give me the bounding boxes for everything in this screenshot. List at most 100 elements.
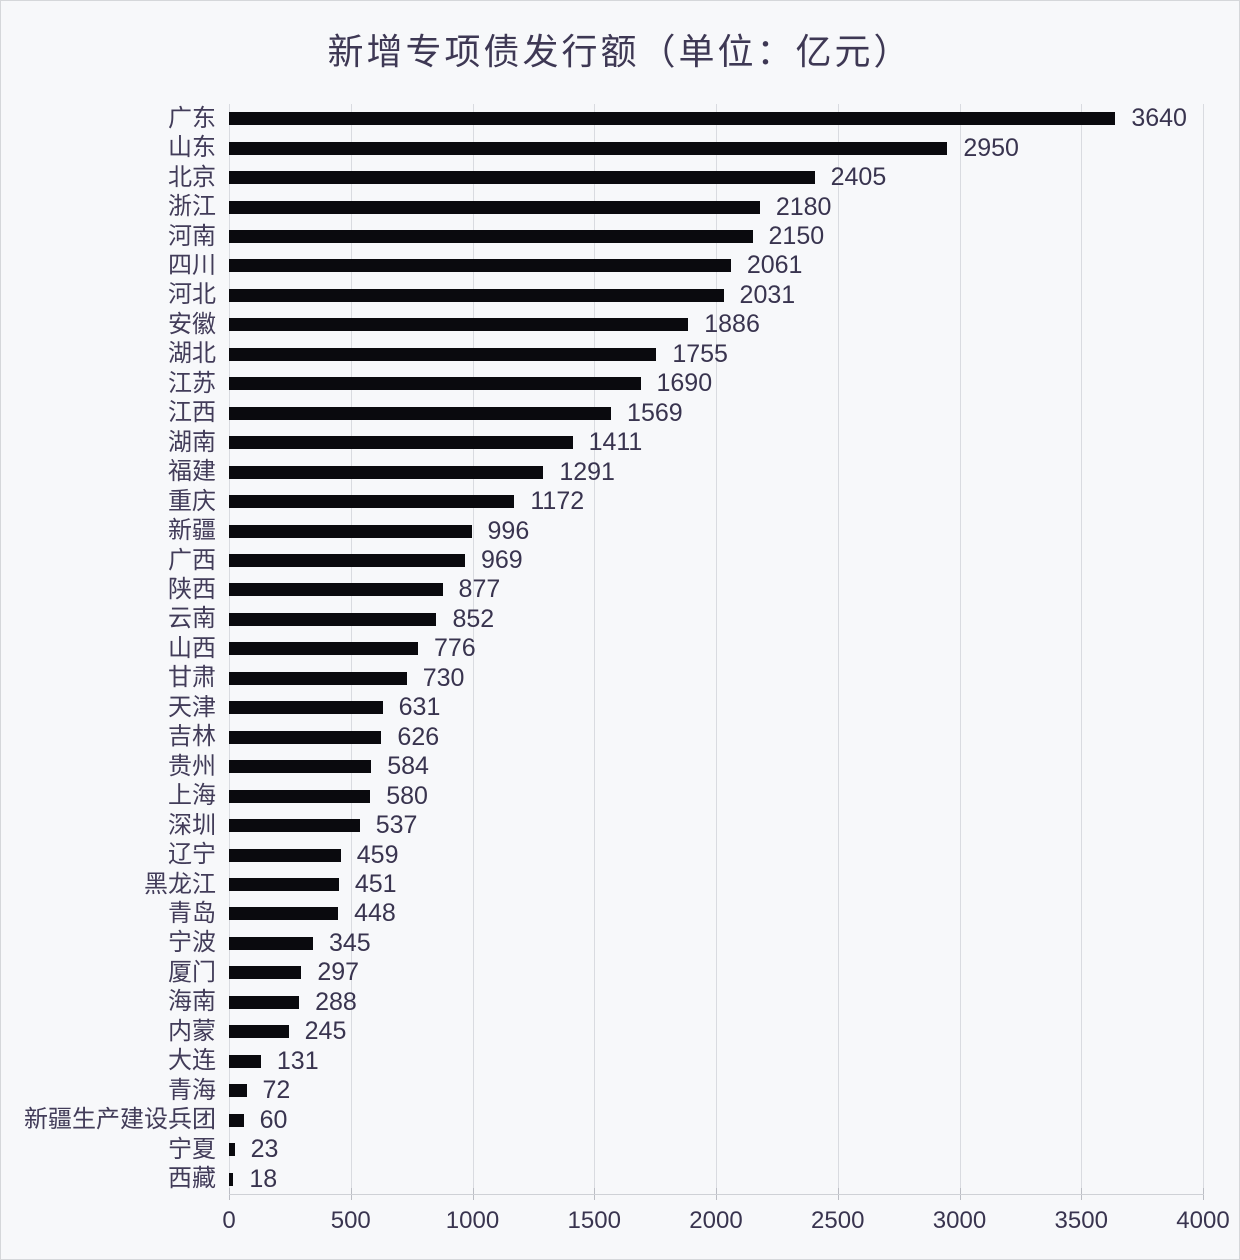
bar-row: 厦门 297	[1, 958, 1239, 987]
bar	[229, 1025, 289, 1039]
bar-row: 宁波 345	[1, 928, 1239, 958]
bar	[229, 936, 313, 950]
bar	[229, 377, 641, 391]
category-label: 江西	[168, 399, 216, 427]
bar	[229, 583, 443, 597]
bar	[229, 318, 689, 332]
bar	[229, 612, 437, 626]
bar-row: 重庆 1172	[1, 487, 1239, 516]
bar	[229, 671, 407, 685]
bar-row: 西藏 18	[1, 1164, 1239, 1193]
x-tick-label: 3500	[1054, 1207, 1108, 1234]
category-label: 甘肃	[168, 664, 216, 692]
bar	[229, 554, 465, 568]
gridline	[837, 104, 839, 1194]
category-label: 黑龙江	[144, 870, 216, 898]
value-label: 2031	[739, 280, 796, 309]
value-label: 288	[315, 987, 357, 1016]
value-label: 2950	[963, 133, 1019, 162]
bar-row: 河南 2150	[1, 222, 1239, 251]
category-label: 新疆生产建设兵团	[24, 1106, 216, 1134]
bar-row: 湖南 1411	[1, 428, 1239, 457]
bar-rows: 广东 3640 山东 2950 北京 2405 浙江 2180 河南 2150 四川 2061 河北 20…	[1, 104, 1239, 1194]
category-label: 西藏	[168, 1165, 216, 1193]
category-label: 贵州	[168, 752, 216, 780]
category-label: 河北	[168, 281, 216, 309]
bar-row: 山东 2950	[1, 133, 1239, 162]
x-tick-label: 500	[330, 1207, 371, 1234]
gridline	[1081, 104, 1083, 1194]
value-label: 996	[487, 516, 530, 545]
category-label: 四川	[168, 251, 216, 279]
gridline	[594, 104, 596, 1194]
bar-row: 天津 631	[1, 693, 1239, 722]
bar	[229, 436, 573, 450]
x-axis-line	[229, 1194, 1204, 1195]
bar-row: 江西 1569	[1, 398, 1239, 428]
value-label: 580	[386, 781, 428, 810]
bar-row: 内蒙 245	[1, 1017, 1239, 1046]
bar-row: 浙江 2180	[1, 192, 1239, 221]
value-label: 2405	[830, 163, 887, 192]
x-tick-label: 1000	[445, 1207, 500, 1234]
category-label: 内蒙	[168, 1017, 216, 1045]
x-tick-label: 3000	[932, 1207, 987, 1234]
value-label: 60	[259, 1105, 288, 1134]
bar	[229, 230, 753, 244]
value-label: 297	[317, 958, 360, 987]
bar	[229, 1172, 234, 1186]
value-label: 72	[262, 1076, 291, 1105]
bar	[229, 171, 815, 185]
gridline	[959, 104, 961, 1194]
value-label: 1690	[656, 369, 713, 398]
bar-row: 辽宁 459	[1, 840, 1239, 869]
category-label: 深圳	[168, 811, 216, 839]
category-label: 辽宁	[168, 841, 216, 869]
bar	[229, 259, 731, 273]
value-label: 18	[249, 1164, 278, 1193]
bar-row: 新疆 996	[1, 516, 1239, 545]
bar-row: 上海 580	[1, 781, 1239, 810]
category-label: 上海	[168, 782, 216, 810]
category-label: 广西	[168, 546, 216, 574]
value-label: 245	[304, 1017, 347, 1046]
bar	[229, 848, 341, 862]
value-label: 969	[480, 546, 523, 575]
chart-title: 新增专项债发行额（单位：亿元）	[327, 31, 913, 72]
bar-row: 宁夏 23	[1, 1135, 1239, 1164]
bar-row: 广西 969	[1, 546, 1239, 575]
category-label: 江苏	[168, 369, 216, 397]
bar	[229, 701, 383, 715]
category-label: 湖北	[168, 340, 216, 368]
bar-row: 深圳 537	[1, 811, 1239, 840]
bar-row: 广东 3640	[1, 104, 1239, 133]
category-label: 海南	[168, 988, 216, 1016]
category-label: 广东	[168, 104, 216, 132]
bar	[229, 465, 544, 479]
bar-row: 河北 2031	[1, 280, 1239, 310]
value-label: 131	[276, 1046, 319, 1075]
x-tick-label: 0	[222, 1207, 236, 1234]
x-tick-label: 4000	[1176, 1207, 1230, 1234]
value-label: 345	[329, 928, 371, 957]
value-label: 537	[375, 811, 418, 840]
value-label: 3640	[1131, 104, 1187, 133]
bar	[229, 730, 382, 744]
bar	[229, 760, 372, 774]
value-label: 626	[397, 722, 440, 751]
bar-row: 安徽 1886	[1, 310, 1239, 339]
category-label: 山东	[168, 134, 216, 162]
bar	[229, 524, 472, 538]
bar	[229, 141, 948, 155]
bar	[229, 642, 418, 656]
bar-row: 吉林 626	[1, 722, 1239, 752]
bar	[229, 907, 339, 921]
bar-row: 北京 2405	[1, 163, 1239, 192]
bar	[229, 1054, 261, 1068]
value-label: 1569	[627, 398, 683, 427]
category-label: 新疆	[168, 517, 216, 545]
value-label: 459	[356, 840, 399, 869]
bar	[229, 966, 302, 980]
category-label: 河南	[168, 222, 216, 250]
value-label: 2150	[768, 222, 825, 251]
